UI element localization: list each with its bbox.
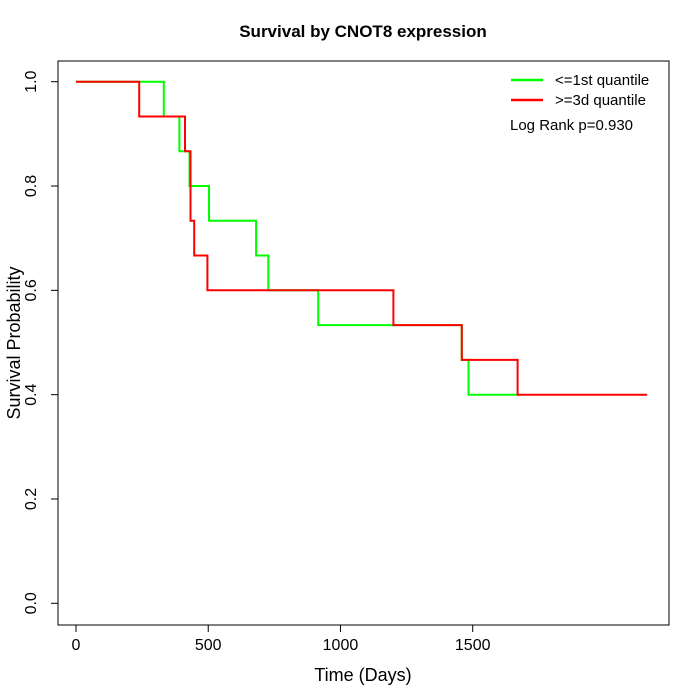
- legend-label-first-quantile: <=1st quantile: [555, 72, 649, 89]
- y-axis-tick-label: 1.0: [23, 70, 40, 92]
- x-axis-tick-label: 1000: [323, 637, 359, 654]
- y-axis-tick-label: 0.4: [23, 383, 40, 405]
- x-axis-label: Time (Days): [314, 665, 411, 685]
- legend-label-third-quantile: >=3d quantile: [555, 92, 646, 109]
- x-axis-tick-label: 500: [195, 637, 222, 654]
- chart-title: Survival by CNOT8 expression: [239, 22, 487, 41]
- y-axis-tick-label: 0.6: [23, 279, 40, 301]
- x-axis-tick-label: 1500: [455, 637, 491, 654]
- y-axis-tick-label: 0.0: [23, 592, 40, 614]
- survival-curves-layer: [76, 80, 648, 396]
- x-axis-tick-label: 0: [72, 637, 81, 654]
- km-curve-third-quantile: [76, 80, 648, 396]
- y-axis-tick-label: 0.2: [23, 488, 40, 510]
- legend: <=1st quantile >=3d quantile Log Rank p=…: [510, 72, 649, 134]
- y-axis-tick-label: 0.8: [23, 175, 40, 197]
- log-rank-annotation: Log Rank p=0.930: [510, 117, 633, 134]
- km-curve-first-quantile: [76, 80, 518, 396]
- axes-layer: 0 500 1000 1500 0.0 0.2 0.4 0.6 0.8 1.0: [23, 60, 670, 654]
- y-axis-label: Survival Probability: [4, 266, 24, 419]
- plot-box: [57, 60, 670, 626]
